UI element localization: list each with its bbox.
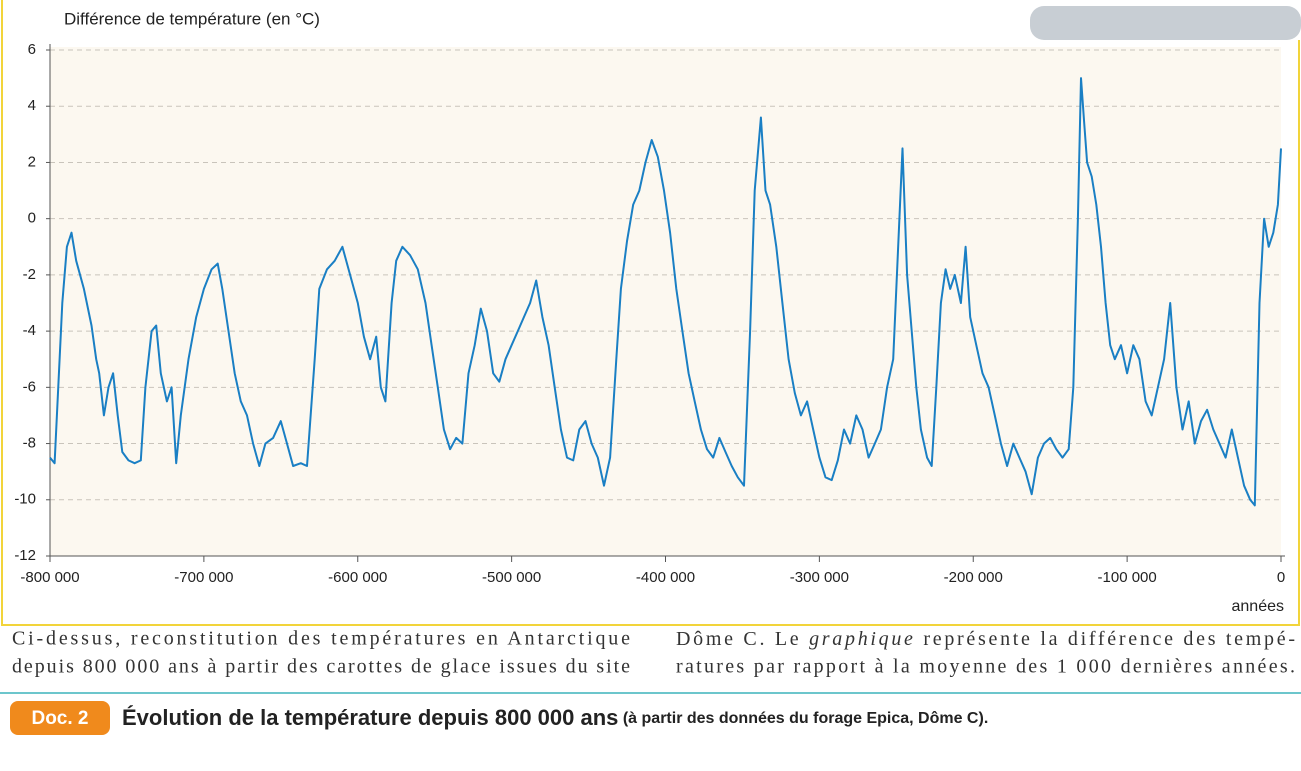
caption-line: ratures par rapport à la moyenne des 1 0… (676, 656, 1295, 678)
x-tick-label: -100 000 (1098, 569, 1157, 586)
x-tick-label: -400 000 (636, 569, 695, 586)
frame (1, 0, 1300, 626)
y-tick-label: -12 (14, 547, 36, 564)
y-tick-label: -6 (23, 378, 36, 395)
x-tick-label: 0 (1277, 569, 1285, 586)
y-tick-label: -4 (23, 322, 36, 339)
y-tick-label: -8 (23, 435, 36, 452)
y-tick-label: 0 (28, 210, 36, 227)
header-tab (1030, 6, 1301, 40)
x-tick-label: -500 000 (482, 569, 541, 586)
y-tick-label: 6 (28, 41, 36, 58)
x-tick-label: -700 000 (174, 569, 233, 586)
chart: 6 4 2 0 -2 -4 -6 -8 -10 -12 -800 000 -700 000 -600 0… (14, 41, 1285, 586)
x-tick-label: -800 000 (20, 569, 79, 586)
y-tick-label: 4 (28, 97, 36, 114)
x-tick-label: -600 000 (328, 569, 387, 586)
x-tick-label: -200 000 (944, 569, 1003, 586)
temperature-line (49, 77, 1282, 507)
y-axis-label: Différence de température (en °C) (64, 9, 320, 28)
doc-title: Évolution de la température depuis 800 0… (122, 705, 988, 730)
caption-text: représente la différence des tempé- (916, 628, 1295, 650)
y-tick-label: 2 (28, 153, 36, 170)
caption-italic: graphique (809, 628, 913, 650)
y-tick-label: -10 (14, 491, 36, 508)
doc-badge-label: Doc. 2 (31, 708, 88, 729)
x-axis-label: années (1232, 598, 1285, 615)
caption-line: Ci-dessus, reconstitution des températur… (12, 628, 630, 650)
plot-background (50, 47, 1281, 556)
doc-title-main: Évolution de la température depuis 800 0… (122, 705, 618, 730)
doc-subtitle: (à partir des données du forage Epica, D… (618, 710, 988, 727)
doc-badge (10, 701, 110, 735)
caption-line: depuis 800 000 ans à partir des carottes… (12, 656, 630, 678)
y-tick-label: -2 (23, 266, 36, 283)
caption-line: Dôme C. Le graphique représente la diffé… (676, 628, 1295, 650)
x-tick-label: -300 000 (790, 569, 849, 586)
caption-text: Dôme C. Le (676, 628, 806, 650)
